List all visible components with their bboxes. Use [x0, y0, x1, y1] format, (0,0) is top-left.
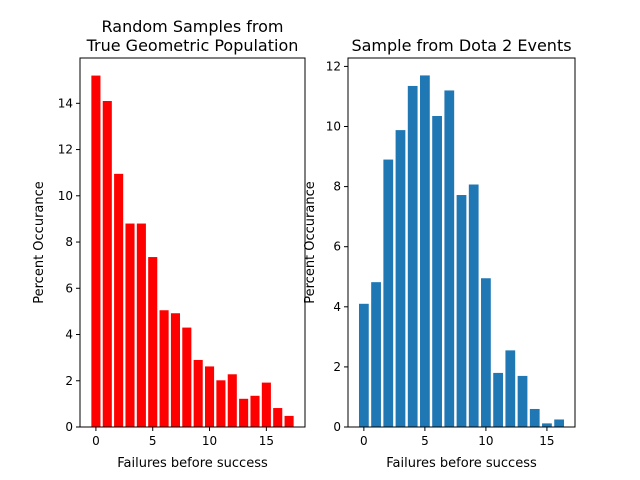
chart2-y-tick-label-5: 10: [326, 120, 341, 134]
chart2-bar-14: [529, 408, 540, 427]
chart2-bar-8: [456, 195, 467, 427]
chart2-x-tick-label-2: 10: [478, 434, 493, 448]
chart1-x-tick-label-1: 5: [149, 434, 157, 448]
chart1-bar-9: [193, 359, 203, 427]
chart1-bar-17: [284, 415, 294, 427]
chart1-bar-11: [216, 380, 226, 427]
chart1-x-tick-label-3: 15: [259, 434, 274, 448]
chart2-bar-12: [505, 350, 516, 427]
chart1-bar-3: [125, 223, 135, 427]
chart2-bar-1: [371, 282, 381, 427]
chart2-axes-frame: [347, 57, 576, 428]
chart1-bar-8: [182, 327, 192, 427]
chart1-bar-1: [102, 101, 112, 428]
chart1-bar-6: [159, 310, 169, 427]
chart1-y-tick-label-7: 14: [58, 96, 73, 110]
chart2-y-tick-label-4: 8: [333, 180, 341, 194]
chart2-bar-3: [395, 130, 406, 428]
chart1-title-line-1: True Geometric Population: [86, 36, 299, 55]
chart1-y-tick-label-6: 12: [58, 143, 73, 157]
chart2-bar-7: [444, 90, 455, 428]
chart1-bar-10: [205, 366, 215, 427]
chart1-y-tick-label-2: 4: [65, 328, 73, 342]
chart2-bar-16: [554, 419, 565, 427]
chart2-bar-13: [517, 375, 528, 427]
chart2-bar-6: [432, 115, 442, 428]
chart2-x-tick-label-1: 5: [421, 434, 429, 448]
chart1-x-tick-label-2: 10: [202, 434, 217, 448]
chart1-bar-0: [91, 75, 101, 428]
chart2-bar-2: [383, 159, 394, 428]
chart1-y-tick-label-0: 0: [65, 420, 73, 434]
chart2-title-line-0: Sample from Dota 2 Events: [351, 36, 571, 55]
chart1-bar-15: [261, 382, 271, 427]
chart1-title-line-0: Random Samples from: [102, 17, 284, 36]
chart2-bar-11: [493, 372, 503, 427]
chart2-y-axis-label: Percent Occurance: [303, 181, 318, 304]
chart1-y-axis-label: Percent Occurance: [32, 181, 47, 304]
chart1-x-tick-label-0: 0: [92, 434, 100, 448]
chart1-axes-frame: [79, 57, 306, 428]
chart1-bar-14: [250, 395, 260, 427]
chart2-x-axis-label: Failures before success: [386, 456, 537, 471]
chart2-y-tick-label-0: 0: [333, 420, 341, 434]
chart1-bar-4: [136, 223, 146, 427]
chart2-bar-4: [407, 85, 418, 428]
chart2-x-tick-label-0: 0: [360, 434, 368, 448]
chart2-y-tick-label-1: 2: [333, 360, 341, 374]
chart1-bar-12: [227, 374, 237, 427]
chart1-bar-7: [170, 313, 180, 427]
chart2-bar-15: [542, 423, 552, 427]
chart1-y-tick-label-3: 6: [65, 281, 73, 295]
chart1-y-tick-label-5: 10: [58, 189, 73, 203]
chart1-x-axis-label: Failures before success: [117, 456, 268, 471]
chart1-bar-13: [239, 398, 249, 427]
chart1-bar-5: [148, 257, 158, 427]
chart2-y-tick-label-6: 12: [326, 59, 341, 73]
chart1-bar-16: [273, 408, 283, 427]
chart2-x-tick-label-3: 15: [539, 434, 554, 448]
chart2-bar-0: [358, 303, 369, 427]
chart2-bar-9: [468, 184, 479, 427]
chart2-bar-5: [420, 75, 430, 427]
chart2-bar-10: [481, 278, 491, 427]
chart1-bar-2: [114, 173, 124, 427]
chart1-y-tick-label-1: 2: [65, 374, 73, 388]
chart2-y-tick-label-3: 6: [333, 240, 341, 254]
chart2-y-tick-label-2: 4: [333, 300, 341, 314]
chart1-y-tick-label-4: 8: [65, 235, 73, 249]
